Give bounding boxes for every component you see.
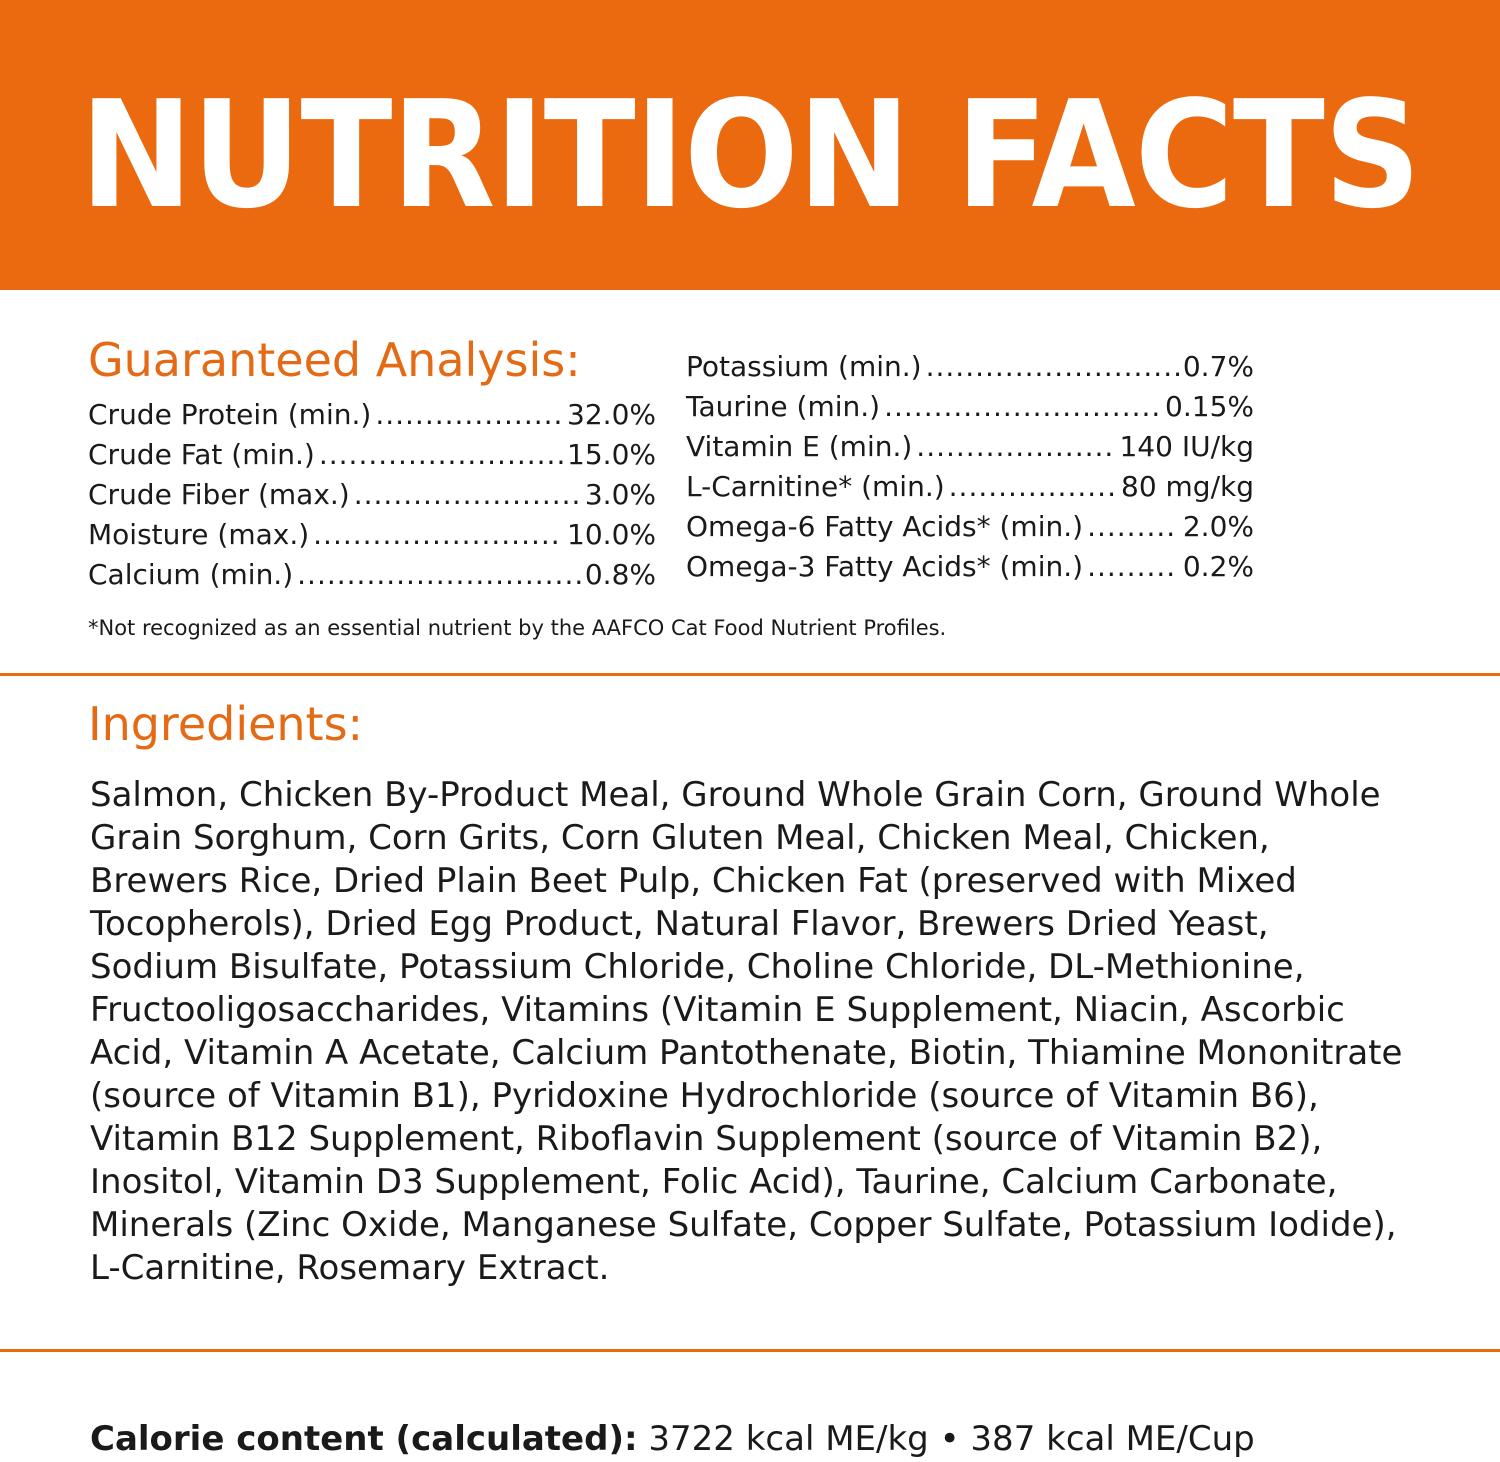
ingredients-line: Tocopherols), Dried Egg Product, Natural…	[90, 904, 1269, 944]
analysis-value: 15.0%	[567, 438, 656, 471]
ingredients-heading: Ingredients:	[88, 697, 364, 751]
page-title: NUTRITION FACTS	[80, 69, 1421, 241]
ingredients-line: (source of Vitamin B1), Pyridoxine Hydro…	[90, 1076, 1319, 1116]
analysis-label: L-Carnitine* (min.)	[686, 470, 945, 503]
analysis-row: Potassium (min.) 0.7%	[686, 347, 1254, 387]
analysis-value: 2.0%	[1182, 510, 1254, 543]
analysis-row: Crude Fiber (max.) 3.0%	[88, 475, 656, 515]
calorie-label: Calorie content (calculated):	[90, 1419, 638, 1459]
analysis-row: Omega-6 Fatty Acids* (min.) 2.0%	[686, 507, 1254, 547]
leader-dots	[319, 435, 563, 475]
ingredients-line: Vitamin B12 Supplement, Riboflavin Suppl…	[90, 1119, 1323, 1159]
analysis-footnote: *Not recognized as an essential nutrient…	[88, 616, 947, 640]
leader-dots	[884, 387, 1161, 427]
section-divider	[0, 673, 1500, 676]
leader-dots	[949, 467, 1117, 507]
analysis-row: L-Carnitine* (min.) 80 mg/kg	[686, 467, 1254, 507]
analysis-label: Crude Fiber (max.)	[88, 478, 350, 511]
analysis-row: Calcium (min.) 0.8%	[88, 555, 656, 595]
analysis-row: Vitamin E (min.) 140 IU/kg	[686, 427, 1254, 467]
ingredients-line: Inositol, Vitamin D3 Supplement, Folic A…	[90, 1162, 1338, 1202]
analysis-value: 0.8%	[584, 558, 656, 591]
analysis-column-right: Potassium (min.) 0.7% Taurine (min.) 0.15% V…	[686, 347, 1254, 587]
section-divider	[0, 1349, 1500, 1352]
ingredients-line: L-Carnitine, Rosemary Extract.	[90, 1248, 610, 1288]
calorie-value: 3722 kcal ME/kg • 387 kcal ME/Cup	[648, 1419, 1255, 1459]
ingredients-line: Fructooligosaccharides, Vitamins (Vitami…	[90, 990, 1345, 1030]
analysis-value: 80 mg/kg	[1121, 470, 1254, 503]
title-banner: NUTRITION FACTS	[0, 0, 1500, 290]
leader-dots	[1087, 507, 1179, 547]
analysis-row: Crude Fat (min.) 15.0%	[88, 435, 656, 475]
analysis-label: Omega-6 Fatty Acids* (min.)	[686, 510, 1084, 543]
analysis-label: Calcium (min.)	[88, 558, 294, 591]
analysis-row: Moisture (max.) 10.0%	[88, 515, 656, 555]
analysis-row: Crude Protein (min.) 32.0%	[88, 395, 656, 435]
ingredients-line: Sodium Bisulfate, Potassium Chloride, Ch…	[90, 947, 1305, 987]
analysis-value: 3.0%	[584, 478, 656, 511]
leader-dots	[926, 347, 1179, 387]
ingredients-line: Acid, Vitamin A Acetate, Calcium Pantoth…	[90, 1033, 1403, 1073]
ingredients-line: Minerals (Zinc Oxide, Manganese Sulfate,…	[90, 1205, 1397, 1245]
leader-dots	[1087, 547, 1179, 587]
leader-dots	[916, 427, 1115, 467]
analysis-label: Vitamin E (min.)	[686, 430, 913, 463]
analysis-value: 0.7%	[1182, 350, 1254, 383]
analysis-label: Moisture (max.)	[88, 518, 310, 551]
analysis-column-left: Crude Protein (min.) 32.0% Crude Fat (min.…	[88, 395, 656, 595]
ingredients-line: Brewers Rice, Dried Plain Beet Pulp, Chi…	[90, 861, 1297, 901]
guaranteed-analysis-heading: Guaranteed Analysis:	[88, 333, 581, 387]
analysis-value: 140 IU/kg	[1119, 430, 1254, 463]
analysis-label: Crude Fat (min.)	[88, 438, 315, 471]
analysis-label: Crude Protein (min.)	[88, 398, 372, 431]
leader-dots	[354, 475, 581, 515]
leader-dots	[375, 395, 563, 435]
analysis-label: Omega-3 Fatty Acids* (min.)	[686, 550, 1084, 583]
analysis-label: Potassium (min.)	[686, 350, 922, 383]
analysis-value: 32.0%	[567, 398, 656, 431]
leader-dots	[297, 555, 581, 595]
calorie-content: Calorie content (calculated): 3722 kcal …	[90, 1416, 1255, 1462]
analysis-value: 0.2%	[1182, 550, 1254, 583]
analysis-value: 0.15%	[1165, 390, 1254, 423]
analysis-row: Taurine (min.) 0.15%	[686, 387, 1254, 427]
analysis-row: Omega-3 Fatty Acids* (min.) 0.2%	[686, 547, 1254, 587]
analysis-value: 10.0%	[567, 518, 656, 551]
ingredients-list: Salmon, Chicken By-Product Meal, Ground …	[90, 774, 1403, 1290]
ingredients-line: Grain Sorghum, Corn Grits, Corn Gluten M…	[90, 818, 1270, 858]
analysis-label: Taurine (min.)	[686, 390, 881, 423]
leader-dots	[313, 515, 563, 555]
ingredients-line: Salmon, Chicken By-Product Meal, Ground …	[90, 775, 1381, 815]
